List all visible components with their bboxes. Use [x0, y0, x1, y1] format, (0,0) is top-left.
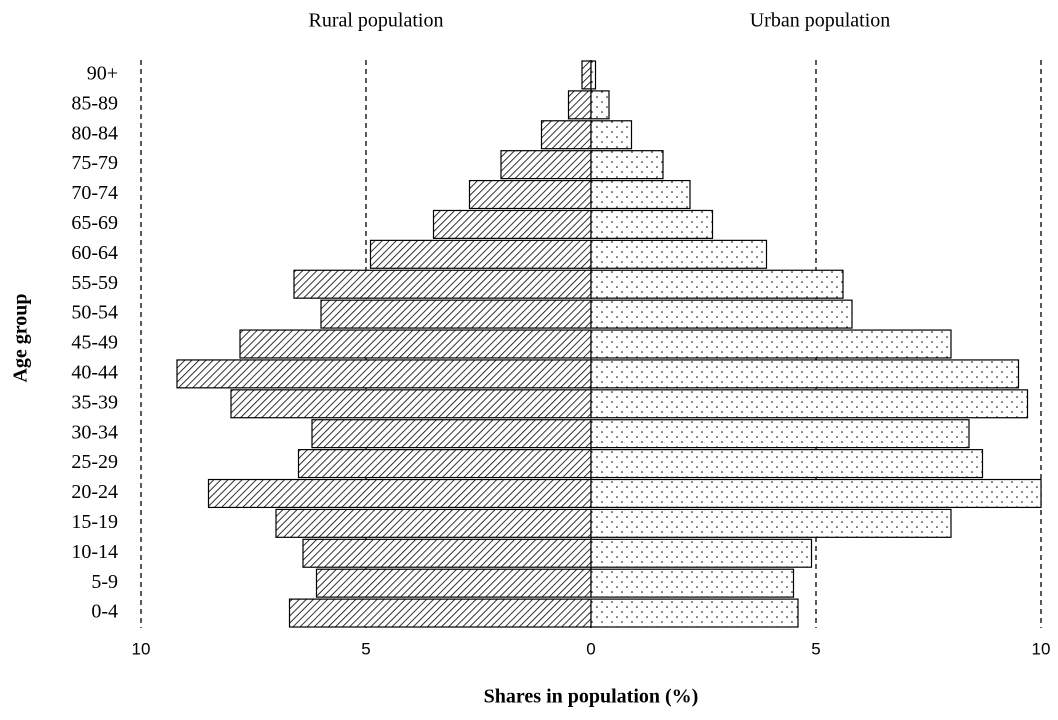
y-tick-label: 85-89 [71, 92, 118, 114]
bar [207, 478, 592, 509]
y-tick-label: 5-9 [91, 571, 118, 593]
legend-label: Rural population [309, 10, 444, 32]
bar [302, 538, 592, 568]
bar [590, 389, 1029, 419]
bar [230, 389, 592, 419]
bar [320, 299, 592, 329]
bar [590, 598, 799, 628]
y-tick-label: 40-44 [71, 361, 118, 383]
y-tick-label: 10-14 [71, 541, 118, 563]
bar [293, 269, 592, 299]
y-tick-label: 15-19 [71, 511, 118, 533]
bar [468, 179, 592, 210]
bar [590, 359, 1020, 389]
bar [590, 329, 952, 359]
bar [590, 150, 664, 180]
bar [275, 508, 592, 538]
bar [239, 329, 592, 359]
bar [315, 568, 592, 598]
bar [311, 419, 592, 449]
y-axis-title: Age group [10, 293, 32, 382]
y-tick-label: 55-59 [71, 272, 118, 294]
y-tick-label: 25-29 [71, 451, 118, 473]
x-axis-title: Shares in population (%) [484, 686, 699, 708]
bar [590, 568, 795, 598]
bar [590, 209, 714, 239]
bar [590, 299, 853, 329]
y-tick-label: 20-24 [71, 481, 118, 503]
bar [590, 419, 970, 449]
y-tick-label: 50-54 [71, 302, 118, 324]
bar [590, 449, 984, 479]
bar [590, 478, 1042, 509]
y-tick-label: 70-74 [71, 182, 118, 204]
y-tick-label: 35-39 [71, 391, 118, 413]
bar [590, 60, 597, 90]
bar [567, 90, 592, 120]
x-tick-label: 10 [132, 639, 151, 658]
y-tick-label: 0-4 [91, 601, 118, 623]
bar [297, 449, 592, 479]
y-tick-label: 65-69 [71, 212, 118, 234]
x-tick-label: 10 [1032, 639, 1051, 658]
bar [590, 179, 691, 210]
y-tick-label: 80-84 [71, 122, 118, 144]
y-tick-label: 45-49 [71, 332, 118, 354]
bar [581, 60, 592, 90]
y-tick-label: 75-79 [71, 152, 118, 174]
bar [590, 120, 633, 150]
bar [432, 209, 592, 239]
x-tick-label: 0 [586, 639, 595, 658]
bar [369, 239, 592, 269]
y-tick-label: 30-34 [71, 421, 118, 443]
bar [590, 239, 768, 269]
bar [540, 120, 592, 150]
bar [590, 508, 952, 538]
bar [176, 359, 592, 389]
bar [500, 150, 592, 180]
legend-label: Urban population [750, 10, 891, 32]
y-tick-label: 90+ [87, 63, 118, 85]
x-tick-label: 5 [811, 639, 820, 658]
y-tick-label: 60-64 [71, 242, 118, 264]
bar [590, 269, 844, 299]
bar [590, 538, 813, 568]
bar [590, 90, 610, 120]
x-tick-label: 5 [361, 639, 370, 658]
bar [288, 598, 592, 628]
